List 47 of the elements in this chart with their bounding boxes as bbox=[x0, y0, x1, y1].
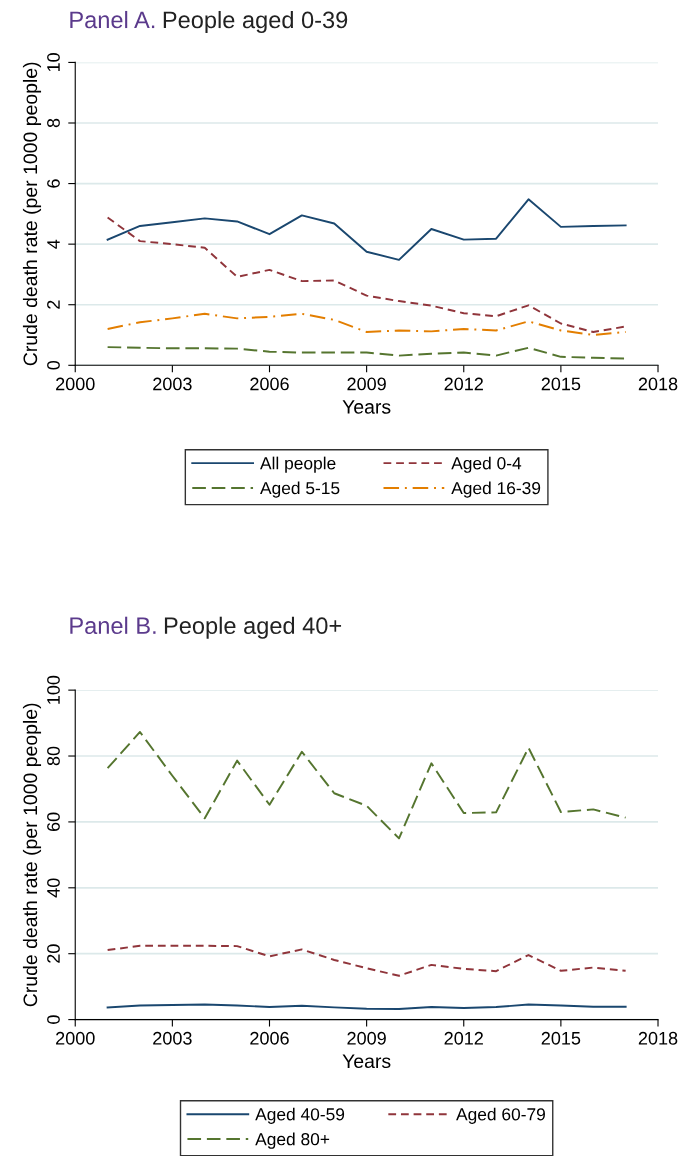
y-tick-label: 100 bbox=[47, 675, 60, 704]
y-tick-label: 0 bbox=[47, 1015, 60, 1024]
y-tick-label: 8 bbox=[47, 118, 60, 128]
x-tick-label: 2009 bbox=[347, 377, 386, 391]
y-tick-label: 4 bbox=[47, 239, 60, 249]
chart-subtitle: People aged 0-39 bbox=[163, 10, 348, 33]
line-series bbox=[106, 731, 627, 840]
legend-label: Aged 0-4 bbox=[451, 456, 522, 473]
line-series bbox=[106, 198, 627, 261]
line-series bbox=[106, 944, 627, 977]
y-axis-title: Crude death rate (per 1000 people) bbox=[22, 703, 42, 1007]
legend-label: Aged 80+ bbox=[255, 1132, 330, 1149]
chart-title: Panel B. bbox=[70, 616, 156, 635]
chart-title: Panel A. bbox=[70, 10, 155, 29]
y-axis-title: Crude death rate (per 1000 people) bbox=[22, 62, 42, 366]
y-tick-label: 2 bbox=[47, 300, 60, 309]
line-series bbox=[106, 216, 627, 333]
legend-label: Aged 16-39 bbox=[451, 481, 541, 498]
legend-label: Aged 5-15 bbox=[260, 481, 340, 498]
line-series bbox=[106, 346, 627, 360]
x-axis-title: Years bbox=[342, 400, 391, 414]
legend-label: Aged 40-59 bbox=[255, 1107, 345, 1124]
chart-subtitle: People aged 40+ bbox=[164, 616, 342, 639]
x-tick-label: 2000 bbox=[56, 377, 95, 391]
x-tick-label: 2018 bbox=[638, 377, 678, 391]
x-tick-label: 2003 bbox=[153, 1031, 192, 1045]
y-tick-label: 0 bbox=[47, 360, 60, 370]
x-tick-label: 2015 bbox=[541, 1031, 581, 1045]
legend-label: All people bbox=[260, 456, 336, 473]
x-tick-label: 2000 bbox=[56, 1031, 95, 1045]
legend-label: Aged 60-79 bbox=[456, 1107, 545, 1124]
x-tick-label: 2003 bbox=[153, 377, 192, 391]
x-tick-label: 2006 bbox=[250, 377, 289, 391]
y-tick-label: 80 bbox=[47, 746, 60, 766]
x-tick-label: 2012 bbox=[444, 377, 483, 391]
y-tick-label: 60 bbox=[47, 812, 60, 832]
x-tick-label: 2015 bbox=[541, 377, 581, 391]
x-tick-label: 2006 bbox=[250, 1031, 289, 1045]
x-tick-label: 2009 bbox=[347, 1031, 386, 1045]
x-axis-title: Years bbox=[342, 1054, 391, 1069]
y-tick-label: 40 bbox=[47, 878, 60, 898]
y-tick-label: 6 bbox=[47, 179, 60, 188]
y-tick-label: 20 bbox=[47, 944, 60, 963]
x-tick-label: 2018 bbox=[638, 1031, 678, 1045]
line-series bbox=[106, 312, 627, 336]
x-tick-label: 2012 bbox=[444, 1031, 483, 1045]
y-tick-label: 10 bbox=[47, 53, 60, 72]
